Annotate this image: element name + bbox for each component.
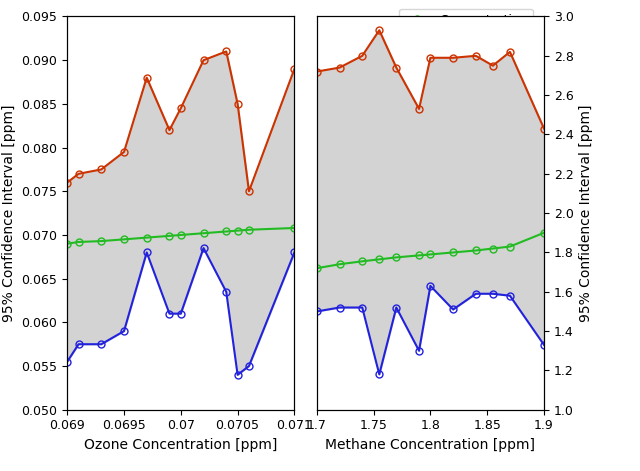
Y-axis label: 95% Confidence Interval [ppm]: 95% Confidence Interval [ppm] bbox=[579, 105, 593, 322]
X-axis label: Ozone Concentration [ppm]: Ozone Concentration [ppm] bbox=[84, 438, 278, 452]
X-axis label: Methane Concentration [ppm]: Methane Concentration [ppm] bbox=[325, 438, 536, 452]
Y-axis label: 95% Confidence Interval [ppm]: 95% Confidence Interval [ppm] bbox=[2, 105, 16, 322]
Legend: Concentration, LCL, UCL: Concentration, LCL, UCL bbox=[399, 8, 533, 70]
